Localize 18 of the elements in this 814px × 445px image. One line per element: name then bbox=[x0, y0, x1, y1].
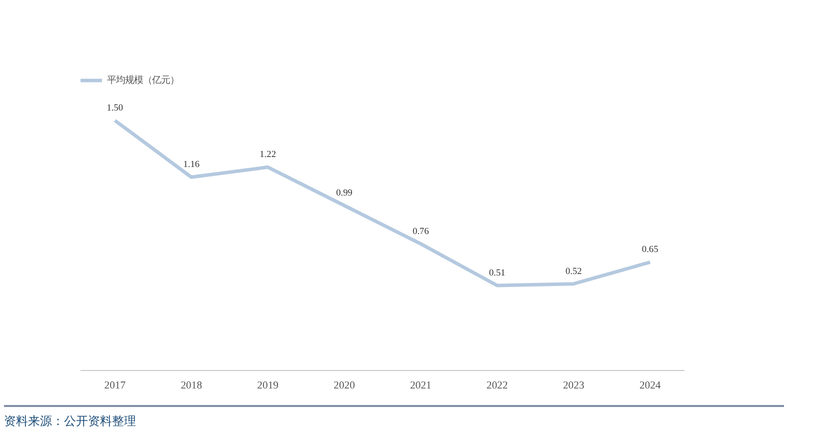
x-tick-label: 2021 bbox=[410, 380, 432, 392]
data-label: 0.65 bbox=[642, 245, 659, 256]
data-label: 0.76 bbox=[412, 226, 430, 237]
data-label: 1.50 bbox=[106, 104, 124, 114]
data-label: 0.99 bbox=[336, 188, 353, 198]
x-tick-label: 2024 bbox=[639, 380, 662, 392]
data-label: 0.52 bbox=[565, 266, 582, 277]
x-tick-label: 2017 bbox=[104, 380, 126, 392]
x-tick-label: 2023 bbox=[562, 380, 584, 392]
x-tick-label: 2019 bbox=[257, 380, 278, 392]
data-label: 0.51 bbox=[489, 268, 506, 278]
data-label: 1.22 bbox=[260, 150, 276, 160]
x-tick-label: 2018 bbox=[180, 380, 202, 392]
text: 资料来源：公开资料整理 bbox=[4, 413, 136, 430]
x-tick-label: 2022 bbox=[486, 380, 508, 392]
data-label: 1.16 bbox=[183, 160, 200, 170]
x-tick-label: 2020 bbox=[334, 380, 355, 392]
legend-label: 平均规模（亿元） bbox=[107, 74, 179, 86]
